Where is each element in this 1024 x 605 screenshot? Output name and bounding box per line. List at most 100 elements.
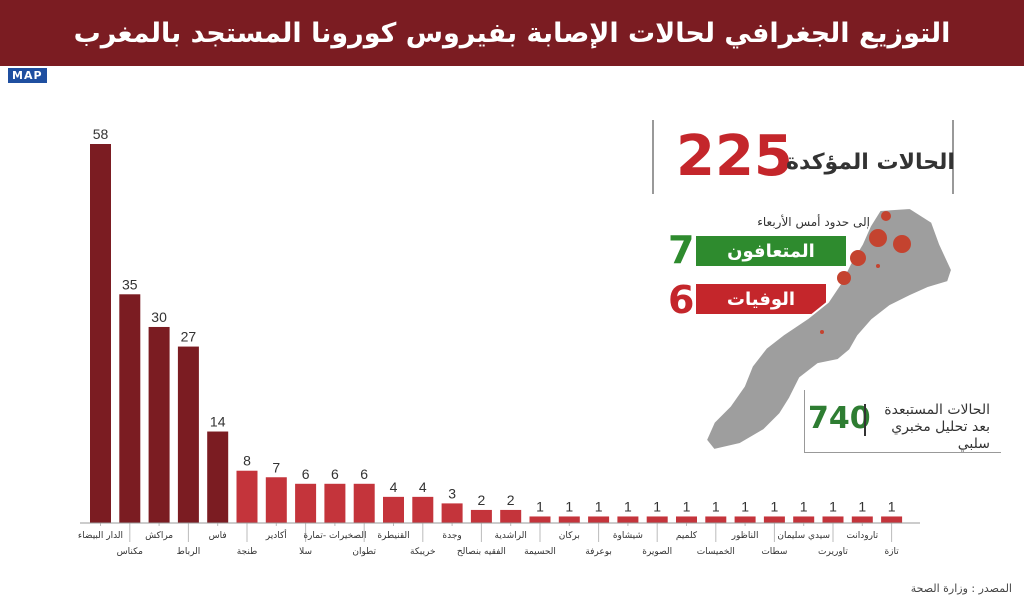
map-dot [893,235,911,253]
confirmed-frame [652,120,954,194]
value-label: 1 [653,498,661,514]
excluded-value: 740 [808,401,871,436]
bar [617,516,639,523]
category-label: سيدي سليمان [777,531,830,541]
category-label: تارودانت [846,531,878,541]
category-label: الفقيه بنصالح [457,547,506,557]
category-label: طنجة [237,547,258,557]
bar [412,496,434,523]
value-label: 1 [741,498,749,514]
morocco-map [704,206,954,452]
bar [881,516,903,523]
bar [177,346,199,523]
value-label: 2 [478,492,486,508]
category-label: وجدة [442,531,461,541]
map-dot [850,250,866,266]
bar [500,509,522,523]
bar [851,516,873,523]
category-label: الدار البيضاء [78,531,123,541]
value-label: 6 [331,466,339,482]
category-label: مراكش [145,531,173,541]
deaths-value: 6 [668,278,695,322]
category-label: بركان [559,531,580,541]
bar [793,516,815,523]
excluded-frame [804,390,1001,453]
category-label: فاس [209,531,227,541]
value-label: 30 [151,309,167,325]
excluded-divider [864,404,866,436]
category-label: الخميسات [697,547,735,557]
value-label: 1 [536,498,544,514]
bar [676,516,697,523]
bar [734,516,756,523]
deaths-label: الوفيات [696,284,826,314]
map-dot [820,330,824,334]
category-label: القنيطرة [377,531,409,541]
value-label: 1 [771,498,779,514]
bar [705,516,727,523]
bar [353,483,375,523]
value-label: 1 [565,498,573,514]
bar [324,483,346,523]
value-label: 35 [122,276,138,292]
category-label: بوعرفة [585,547,612,557]
category-label: تطوان [352,547,376,557]
value-label: 1 [624,498,632,514]
category-label: سطات [761,547,787,557]
value-label: 1 [712,498,720,514]
value-label: 1 [858,498,866,514]
map-dot [876,264,880,268]
category-label: تازة [884,547,899,557]
bar [148,326,170,523]
value-label: 8 [243,453,251,469]
value-label: 6 [360,466,368,482]
bar [763,516,785,523]
recovered-label: المتعافون [696,236,846,266]
bar [646,516,668,523]
category-label: الصخيرات -تمارة [303,531,366,541]
value-label: 4 [419,479,427,495]
value-label: 6 [302,466,310,482]
category-label: الراشدية [495,531,527,541]
bar [295,483,317,523]
date-subtitle: إلى حدود أمس الأربعاء [757,215,870,229]
recovered-value: 7 [668,228,695,272]
source-note: المصدر : وزارة الصحة [910,582,1012,595]
value-label: 1 [888,498,896,514]
excluded-label: الحالات المستبعدة بعد تحليل مخبري سلبي [884,402,990,452]
map-dot [881,211,891,221]
bar [265,477,287,523]
bar [558,516,580,523]
category-label: أكادير [265,529,287,541]
bar [90,144,111,523]
bar [588,516,610,523]
value-label: 2 [507,492,515,508]
bar [441,503,463,523]
category-label: تاوريرت [818,547,848,557]
value-label: 1 [595,498,603,514]
confirmed-label: الحالات المؤكدة [786,150,955,175]
map-dot [837,271,851,285]
value-label: 1 [800,498,808,514]
value-label: 1 [683,498,691,514]
bar [529,516,551,523]
bar [119,294,141,523]
map-dot [869,229,887,247]
bar [236,470,258,523]
bar [207,431,229,523]
category-label: خريبكة [410,547,436,557]
value-label: 58 [93,126,109,142]
map-shape [704,206,954,452]
category-label: كلميم [676,531,698,541]
title-bar: التوزيع الجغرافي لحالات الإصابة بفيروس ك… [0,0,1024,66]
category-label: الحسيمة [524,547,556,557]
category-label: مكناس [117,547,143,557]
value-label: 1 [829,498,837,514]
category-label: الرباط [177,547,201,557]
value-label: 4 [390,479,398,495]
category-label: شيشاوة [613,531,643,541]
category-label: سلا [299,547,312,557]
value-label: 27 [181,329,197,345]
value-label: 14 [210,414,226,430]
